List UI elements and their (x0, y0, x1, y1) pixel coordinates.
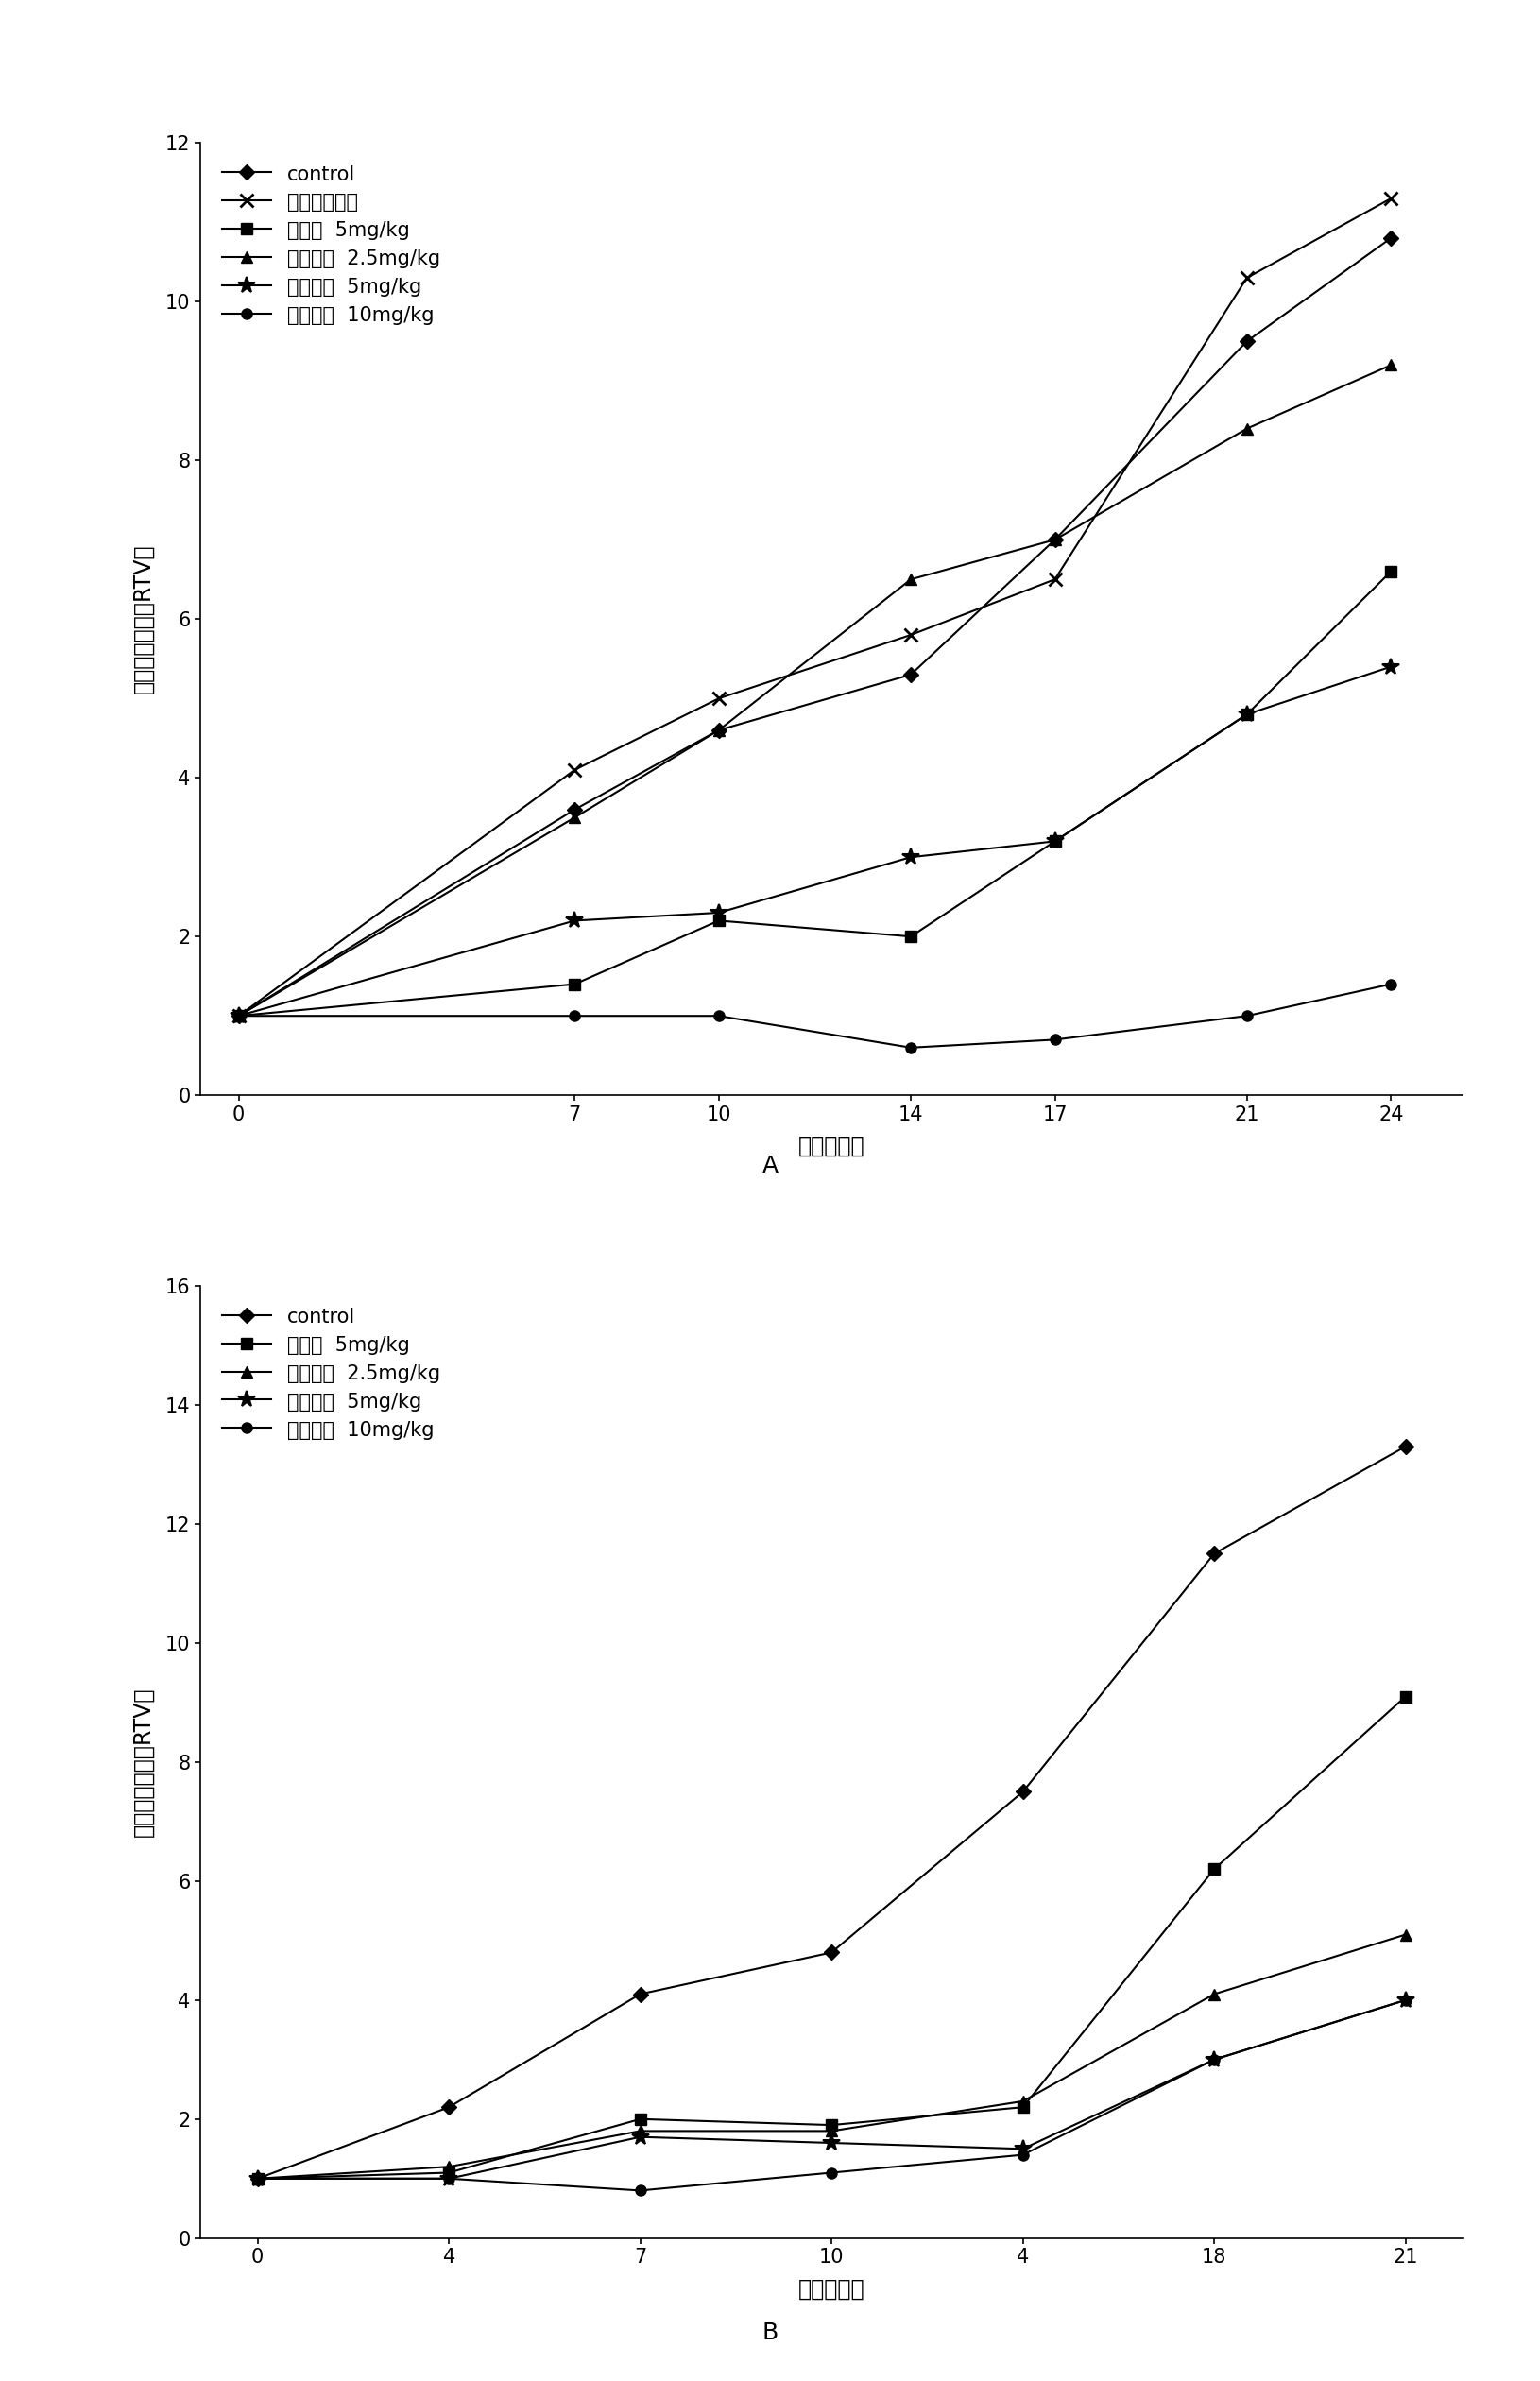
Line: 血卤啊  5mg/kg: 血卤啊 5mg/kg (234, 567, 1397, 1021)
多替泊芬  10mg/kg (710, 1002, 728, 1031)
多替泊芬  10mg/kg (1397, 1986, 1415, 2014)
X-axis label: 时间（天）: 时间（天） (798, 1133, 865, 1157)
control (1381, 224, 1400, 252)
血卤啊  5mg/kg (1238, 700, 1257, 729)
多替泊芬  2.5mg/kg (1397, 1919, 1415, 1948)
多替泊芬  10mg/kg (1238, 1002, 1257, 1031)
多替泊芬  2.5mg/kg (710, 717, 728, 745)
血卤啊  5mg/kg (1397, 1681, 1415, 1710)
多替泊芬  10mg/kg (901, 1033, 919, 1062)
control (1204, 1538, 1223, 1567)
Line: control: control (234, 233, 1397, 1021)
control (631, 1981, 650, 2010)
多替泊芬  10mg/kg (440, 2164, 459, 2193)
多替泊芬  5mg/kg (248, 2164, 266, 2193)
Text: B: B (762, 2321, 778, 2345)
Line: 血卤啊  5mg/kg: 血卤啊 5mg/kg (253, 1691, 1411, 2183)
多替泊芬  5mg/kg (710, 898, 728, 926)
多替泊芬  10mg/kg (565, 1002, 584, 1031)
Line: 多替泊芬  10mg/kg: 多替泊芬 10mg/kg (234, 979, 1397, 1052)
血卤啊  5mg/kg (1204, 1855, 1223, 1883)
多替泊芬  5mg/kg (565, 907, 584, 936)
单纯激光照射 (1381, 183, 1400, 212)
X-axis label: 时间（天）: 时间（天） (798, 2276, 865, 2300)
Line: 多替泊芬  10mg/kg: 多替泊芬 10mg/kg (253, 1995, 1411, 2195)
Line: 单纯激光照射: 单纯激光照射 (233, 193, 1397, 1021)
血卤啊  5mg/kg (710, 907, 728, 936)
单纯激光照射 (229, 1002, 248, 1031)
多替泊芬  5mg/kg (1204, 2045, 1223, 2074)
Line: 多替泊芬  5mg/kg: 多替泊芬 5mg/kg (229, 657, 1400, 1024)
多替泊芬  5mg/kg (631, 2124, 650, 2152)
单纯激光照射 (1238, 264, 1257, 293)
多替泊芬  2.5mg/kg (1381, 350, 1400, 379)
control (1238, 326, 1257, 355)
多替泊芬  2.5mg/kg (440, 2152, 459, 2181)
多替泊芬  5mg/kg (1238, 700, 1257, 729)
血卤啊  5mg/kg (565, 969, 584, 998)
control (440, 2093, 459, 2121)
Y-axis label: 相对肿瘾体积（RTV）: 相对肿瘾体积（RTV） (132, 1688, 154, 1836)
血卤啊  5mg/kg (1381, 557, 1400, 586)
多替泊芬  2.5mg/kg (1204, 1981, 1223, 2010)
多替泊芬  2.5mg/kg (1013, 2086, 1032, 2117)
多替泊芬  5mg/kg (229, 1002, 248, 1031)
control (1397, 1431, 1415, 1460)
control (1046, 526, 1064, 555)
Line: 多替泊芬  2.5mg/kg: 多替泊芬 2.5mg/kg (233, 360, 1397, 1021)
多替泊芬  10mg/kg (229, 1002, 248, 1031)
血卤啊  5mg/kg (440, 2157, 459, 2186)
多替泊芬  10mg/kg (822, 2157, 841, 2186)
多替泊芬  2.5mg/kg (565, 802, 584, 831)
单纯激光照射 (901, 621, 919, 650)
Legend: control, 血卤啊  5mg/kg, 多替泊芬  2.5mg/kg, 多替泊芬  5mg/kg, 多替泊芬  10mg/kg: control, 血卤啊 5mg/kg, 多替泊芬 2.5mg/kg, 多替泊芬… (209, 1295, 451, 1452)
血卤啊  5mg/kg (631, 2105, 650, 2133)
血卤啊  5mg/kg (901, 921, 919, 950)
多替泊芬  5mg/kg (1046, 826, 1064, 855)
control (248, 2164, 266, 2193)
多替泊芬  10mg/kg (1204, 2045, 1223, 2074)
多替泊芬  2.5mg/kg (248, 2164, 266, 2193)
多替泊芬  5mg/kg (1381, 652, 1400, 681)
单纯激光照射 (710, 683, 728, 712)
多替泊芬  10mg/kg (631, 2176, 650, 2205)
多替泊芬  2.5mg/kg (901, 564, 919, 593)
多替泊芬  10mg/kg (1013, 2141, 1032, 2169)
control (229, 1002, 248, 1031)
多替泊芬  2.5mg/kg (229, 1002, 248, 1031)
Line: control: control (253, 1441, 1411, 2183)
control (565, 795, 584, 824)
多替泊芬  5mg/kg (822, 2129, 841, 2157)
多替泊芬  5mg/kg (1397, 1986, 1415, 2014)
多替泊芬  5mg/kg (1013, 2133, 1032, 2162)
多替泊芬  10mg/kg (1381, 969, 1400, 998)
单纯激光照射 (565, 755, 584, 783)
多替泊芬  10mg/kg (248, 2164, 266, 2193)
血卤啊  5mg/kg (1013, 2093, 1032, 2121)
单纯激光照射 (1046, 564, 1064, 593)
多替泊芬  10mg/kg (1046, 1026, 1064, 1055)
Legend: control, 单纯激光照射, 血卤啊  5mg/kg, 多替泊芬  2.5mg/kg, 多替泊芬  5mg/kg, 多替泊芬  10mg/kg: control, 单纯激光照射, 血卤啊 5mg/kg, 多替泊芬 2.5mg/… (209, 152, 451, 336)
Text: A: A (762, 1155, 778, 1179)
多替泊芬  2.5mg/kg (1238, 414, 1257, 443)
血卤啊  5mg/kg (1046, 826, 1064, 855)
多替泊芬  2.5mg/kg (1046, 526, 1064, 555)
control (710, 717, 728, 745)
control (1013, 1776, 1032, 1805)
多替泊芬  2.5mg/kg (631, 2117, 650, 2145)
多替泊芬  5mg/kg (440, 2164, 459, 2193)
control (901, 660, 919, 688)
多替泊芬  5mg/kg (901, 843, 919, 871)
control (822, 1938, 841, 1967)
Y-axis label: 相对肿瘾体积（RTV）: 相对肿瘾体积（RTV） (132, 545, 156, 693)
血卤啊  5mg/kg (248, 2164, 266, 2193)
血卤啊  5mg/kg (229, 1002, 248, 1031)
Line: 多替泊芬  5mg/kg: 多替泊芬 5mg/kg (249, 1991, 1414, 2188)
Line: 多替泊芬  2.5mg/kg: 多替泊芬 2.5mg/kg (251, 1929, 1412, 2183)
血卤啊  5mg/kg (822, 2112, 841, 2141)
多替泊芬  2.5mg/kg (822, 2117, 841, 2145)
